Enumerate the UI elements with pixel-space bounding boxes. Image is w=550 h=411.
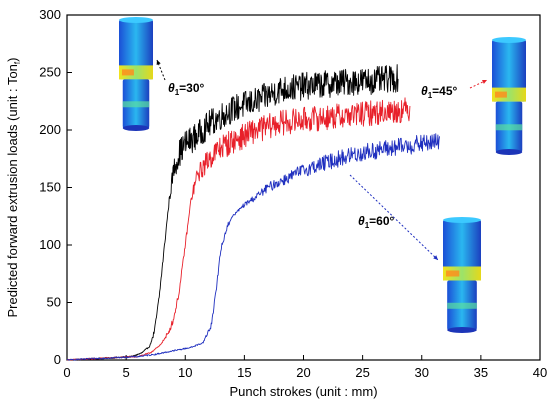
series-label-2: θ1=60° xyxy=(358,214,395,230)
billet-hot-spot xyxy=(122,69,134,76)
billet-upper xyxy=(119,20,153,80)
y-axis-title-sub: f xyxy=(13,61,22,64)
x-tick-label: 0 xyxy=(63,365,70,380)
y-tick-label: 0 xyxy=(54,352,61,367)
billet-hot-spot xyxy=(495,91,507,98)
billet-bottom xyxy=(122,125,150,131)
x-tick-label: 25 xyxy=(355,365,369,380)
billet-stripe xyxy=(495,124,523,131)
x-tick-label: 35 xyxy=(474,365,488,380)
annotations: θ1=30° θ1=45° θ1=60° xyxy=(156,59,488,261)
billet-top xyxy=(443,217,481,223)
leader-line-1 xyxy=(469,79,488,89)
billet-top xyxy=(119,17,153,23)
y-axis-title-close: ) xyxy=(5,58,20,62)
series-label-0: θ1=30° xyxy=(168,81,205,97)
x-tick-label: 40 xyxy=(533,365,547,380)
billet-30deg xyxy=(119,17,153,131)
leader-line-2 xyxy=(349,174,439,261)
y-tick-label: 150 xyxy=(39,180,61,195)
y-tick-label: 200 xyxy=(39,122,61,137)
x-tick-label: 5 xyxy=(123,365,130,380)
y-tick-label: 50 xyxy=(47,295,61,310)
y-tick-label: 100 xyxy=(39,237,61,252)
billet-stripe xyxy=(447,302,477,309)
series-label-1: θ1=45° xyxy=(421,84,458,100)
y-axis-title: Predicted forward extrusion loads (unit … xyxy=(5,58,22,318)
billet-45deg xyxy=(492,37,526,155)
leader-arrowhead-0 xyxy=(156,60,161,65)
series-line-2 xyxy=(66,133,440,361)
x-tick-label: 10 xyxy=(178,365,192,380)
leader-arrowhead-1 xyxy=(482,79,487,84)
leader-arrowhead-2 xyxy=(433,255,438,260)
y-tick-label: 300 xyxy=(39,7,61,22)
billet-stripe xyxy=(122,101,150,108)
billet-top xyxy=(492,37,526,43)
billet-upper xyxy=(443,220,481,281)
billet-bottom xyxy=(447,327,477,333)
billet-band xyxy=(492,87,526,102)
x-tick-label: 20 xyxy=(296,365,310,380)
billet-images xyxy=(119,17,526,333)
y-axis-title-main: Predicted forward extrusion loads (unit … xyxy=(5,64,20,317)
series-line-1 xyxy=(66,97,411,361)
billet-upper xyxy=(492,40,526,102)
billet-bottom xyxy=(495,149,523,155)
y-tick-label: 250 xyxy=(39,65,61,80)
x-axis-title: Punch strokes (unit : mm) xyxy=(229,384,377,399)
billet-band xyxy=(443,266,481,281)
billet-60deg xyxy=(443,217,481,333)
billet-band xyxy=(119,65,153,80)
x-tick-label: 15 xyxy=(237,365,251,380)
series-layer xyxy=(66,64,440,361)
billet-hot-spot xyxy=(446,270,460,277)
x-tick-label: 30 xyxy=(415,365,429,380)
